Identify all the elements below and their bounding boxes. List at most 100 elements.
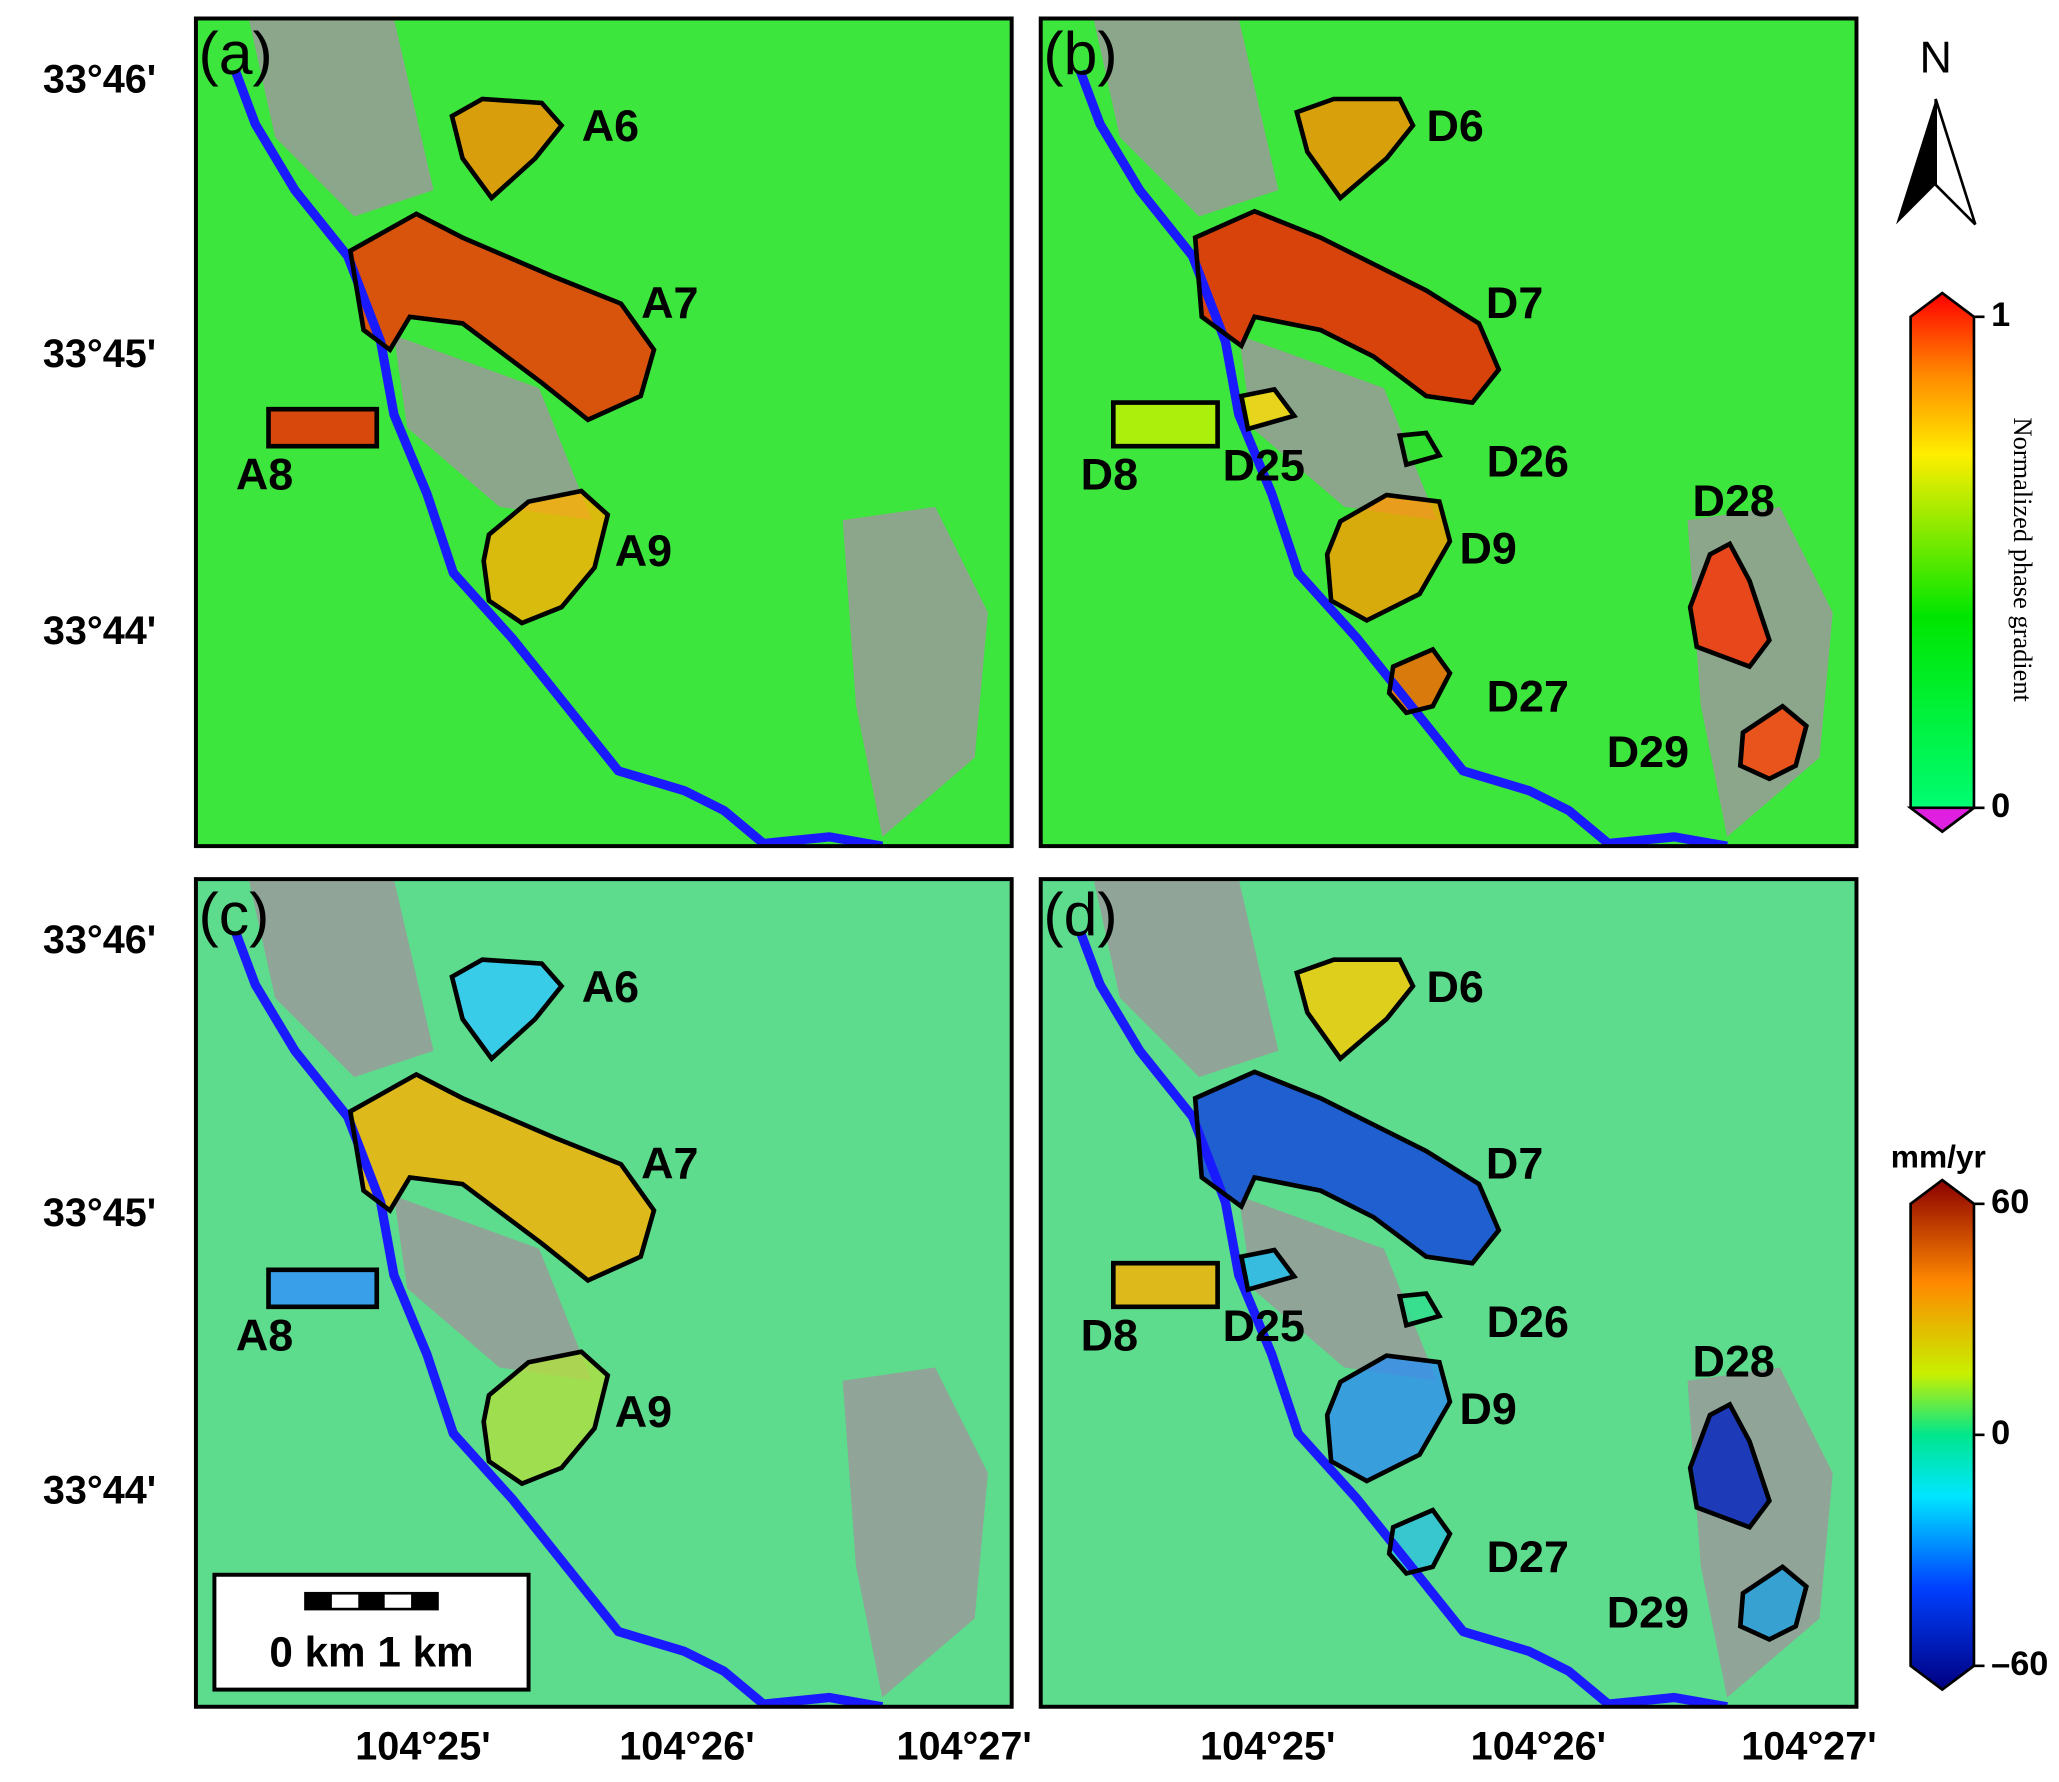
area-outline	[1111, 1260, 1220, 1310]
area-label: D29	[1607, 726, 1689, 777]
area-outline	[481, 488, 611, 626]
area-outline	[449, 96, 565, 202]
area-outline	[1192, 208, 1502, 406]
river	[1075, 69, 1728, 847]
area-label: A8	[236, 449, 293, 500]
area-outline	[1687, 540, 1772, 670]
arrow-half	[1896, 99, 1936, 225]
terrain-shade	[1093, 18, 1279, 217]
area-outline	[1386, 646, 1453, 716]
terrain-shade	[393, 1195, 592, 1381]
area-outline	[1396, 430, 1443, 468]
colorbar	[1909, 291, 1976, 834]
longitude-label: 104°27'	[1741, 1724, 1876, 1768]
area-outline	[1737, 1563, 1809, 1642]
velocity-colorbar: mm/yr	[1891, 1138, 1986, 1692]
area-outline	[1324, 1353, 1453, 1484]
area-fill	[350, 213, 654, 420]
area-outline	[347, 1071, 657, 1284]
area-label: A9	[615, 525, 672, 576]
area-fill	[1195, 1071, 1499, 1264]
colorbar-title: Normalized phase gradient	[2008, 418, 2038, 703]
scale-bar: 0 km 1 km	[212, 1572, 531, 1692]
latitude-label: 33°45'	[43, 1191, 156, 1235]
area-outline	[1238, 1247, 1299, 1293]
river	[1075, 930, 1728, 1707]
area-outline	[1111, 400, 1220, 449]
area-outline	[1737, 703, 1809, 782]
latitude-label: 33°44'	[43, 609, 156, 653]
map-panel: A6 A7 A8 A9 (a)	[193, 16, 1014, 849]
panel-label: (b)	[1043, 19, 1117, 87]
area-fill	[1296, 959, 1413, 1059]
colorbar-unit: mm/yr	[1891, 1138, 1986, 1174]
area-outline	[1386, 1507, 1453, 1577]
area-fill	[1327, 1355, 1450, 1482]
area-label: D7	[1486, 277, 1543, 328]
area-fill	[1195, 211, 1499, 403]
map-content: A6 A7 A8 A9 (a)	[195, 18, 1012, 847]
area-outline	[1294, 96, 1416, 202]
area-label: D28	[1693, 1336, 1775, 1387]
area-outline	[347, 211, 657, 423]
area-outline	[1192, 1069, 1502, 1266]
scale-segment	[305, 1593, 332, 1610]
area-fill	[483, 491, 608, 624]
panel-label: (c)	[199, 880, 270, 948]
longitude-label: 104°27'	[896, 1724, 1031, 1768]
panel-label: (d)	[1043, 880, 1117, 948]
area-outline	[449, 957, 565, 1063]
longitude-label: 104°26'	[1471, 1724, 1606, 1768]
panel-frame	[193, 16, 1014, 849]
area-fill	[483, 1351, 608, 1484]
area-outline	[1238, 386, 1299, 432]
area-label: D6	[1427, 961, 1484, 1012]
area-label: A7	[641, 1138, 698, 1189]
area-label: D6	[1427, 100, 1484, 151]
area-outline	[266, 1267, 380, 1310]
river	[231, 930, 884, 1707]
colorbar-tick-label: 1	[1991, 296, 2010, 334]
terrain-shade	[1238, 335, 1437, 521]
map-panel: D6 D7 D8 D25 D26 D9 D28 D27 D29 (d)	[1038, 877, 1859, 1709]
latitude-label: 33°45'	[43, 332, 156, 376]
latitude-label: 33°46'	[43, 57, 156, 101]
area-label: D7	[1486, 1138, 1543, 1189]
area-label: A7	[641, 277, 698, 328]
area-label: D27	[1487, 1531, 1569, 1582]
area-fill	[452, 99, 562, 198]
area-label: D9	[1460, 523, 1517, 574]
area-label: D8	[1081, 449, 1138, 500]
area-outline	[1324, 492, 1453, 624]
area-label: D9	[1460, 1383, 1517, 1434]
panel-frame	[193, 877, 1014, 1709]
terrain-shade	[842, 1367, 988, 1698]
colorbar-tick-label: 0	[1991, 787, 2010, 825]
area-fill	[1327, 495, 1450, 621]
panel-label: (a)	[199, 19, 273, 87]
area-fill	[452, 959, 562, 1059]
scale-segment	[411, 1593, 438, 1610]
map-content: D6 D7 D8 D25 D26 D9 D28 D27 D29 (b)	[1040, 18, 1857, 847]
area-outline	[266, 406, 380, 449]
latitude-label: 33°46'	[43, 918, 156, 962]
terrain-shade	[1238, 1195, 1437, 1381]
colorbar-tick-label: 0	[1991, 1414, 2010, 1452]
area-label: D28	[1693, 475, 1775, 526]
area-fill	[1690, 543, 1770, 667]
north-label: N	[1919, 32, 1951, 83]
map-content: A6 A7 A8 A9 (c)	[195, 879, 1012, 1707]
gradient-colorbar: Normalized phase gradient	[1906, 291, 2038, 834]
area-outline	[481, 1349, 611, 1487]
longitude-label: 104°25'	[355, 1724, 490, 1768]
area-label: A9	[615, 1386, 672, 1437]
area-label: D27	[1487, 670, 1569, 721]
area-label: A6	[582, 100, 639, 151]
terrain-shade	[842, 506, 988, 837]
area-outline	[1396, 1291, 1443, 1329]
area-fill	[1690, 1404, 1770, 1528]
area-fill	[350, 1074, 654, 1281]
colorbar-end	[1906, 806, 1978, 834]
